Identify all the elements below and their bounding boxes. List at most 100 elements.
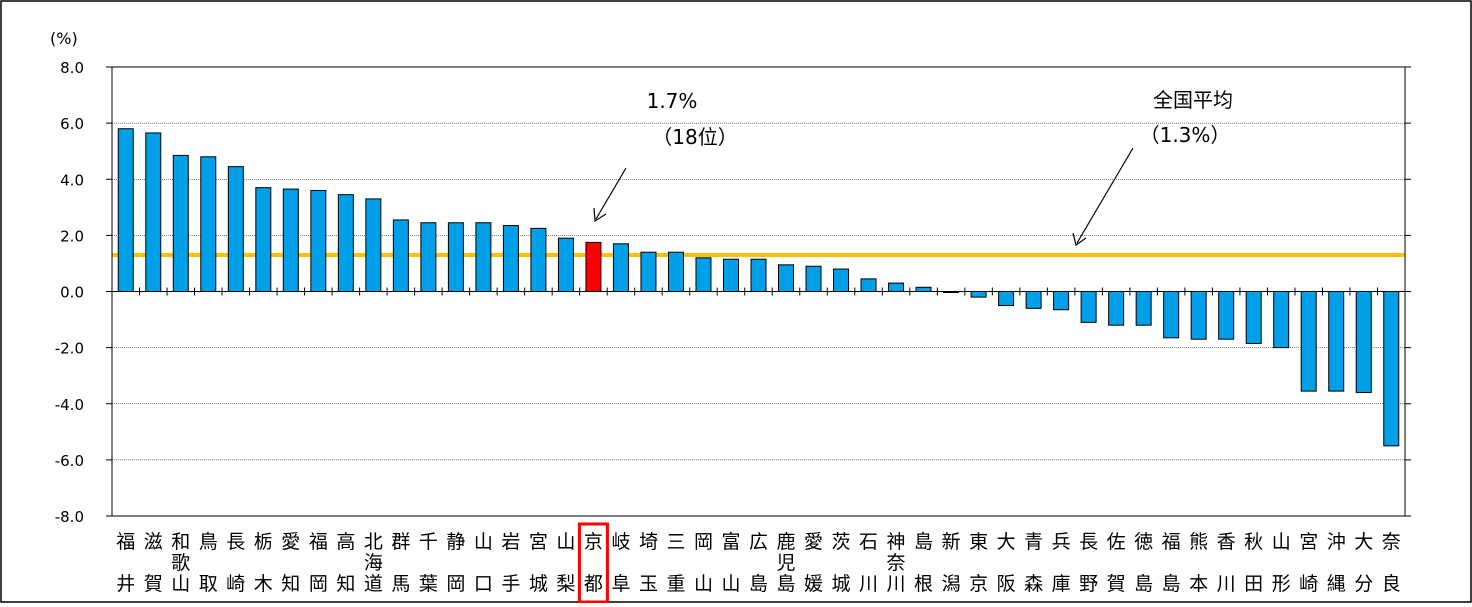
y-tick-label: -6.0: [55, 452, 84, 470]
x-category-label: 山: [474, 531, 493, 553]
x-category-label: 富: [721, 531, 740, 553]
national-average-arrowhead: [1072, 232, 1087, 246]
x-category-label: 分: [1354, 573, 1373, 595]
x-category-label: 群: [391, 531, 410, 553]
x-category-label: 岐: [611, 531, 630, 553]
x-category-label: 海: [364, 552, 383, 574]
bar: [200, 156, 217, 292]
bar: [557, 237, 574, 292]
x-category-label: 道: [364, 573, 383, 595]
y-tick-label: 4.0: [60, 171, 84, 189]
highlight-rank-label: （18位）: [652, 125, 737, 149]
x-category-label: 田: [1244, 573, 1263, 595]
x-category-label: 大: [997, 531, 1016, 553]
x-category-label: 広: [749, 531, 768, 553]
x-category-label: 秋: [1244, 531, 1263, 553]
x-category-label: 川: [1217, 573, 1236, 595]
x-category-label: 城: [529, 573, 548, 595]
x-category-label: 島: [1162, 573, 1181, 595]
y-tick-label: -2.0: [55, 340, 84, 358]
bar: [1328, 291, 1345, 392]
x-category-label: 山: [1272, 531, 1291, 553]
x-category-label: 歌: [171, 552, 190, 574]
bar: [640, 251, 657, 292]
x-category-label: 岡: [309, 573, 328, 595]
bar: [255, 187, 272, 292]
x-category-label: 熊: [1189, 531, 1208, 553]
x-category-label: 東: [969, 531, 988, 553]
y-tick-label: 2.0: [60, 227, 84, 245]
x-category-label: 和: [171, 531, 190, 553]
x-category-label: 大: [1354, 531, 1373, 553]
y-tick-label: -4.0: [55, 396, 84, 414]
bar: [1300, 291, 1317, 392]
bar: [1025, 291, 1042, 309]
x-category-label: 青: [1024, 531, 1043, 553]
x-category-label: 重: [666, 573, 685, 595]
bar: [1355, 291, 1372, 394]
bar: [750, 258, 767, 292]
x-category-label: 良: [1382, 573, 1401, 595]
x-category-label: 沖: [1327, 531, 1346, 553]
x-category-label: 玉: [639, 573, 658, 595]
bar: [612, 243, 629, 292]
x-category-label: 栃: [254, 531, 273, 553]
x-category-label: 潟: [942, 573, 961, 595]
x-category-label: 愛: [804, 531, 823, 553]
bar: [310, 189, 327, 293]
national-average-arrow: [1076, 147, 1134, 244]
bar: [833, 268, 850, 292]
x-category-label: 鳥: [199, 531, 218, 553]
x-category-label: 知: [281, 573, 300, 595]
bar: [970, 291, 987, 298]
x-category-label: 賀: [1107, 573, 1126, 595]
x-category-label: 静: [446, 531, 465, 553]
bar: [475, 222, 492, 292]
highlight-arrow: [595, 167, 627, 220]
x-category-label: 口: [474, 573, 493, 595]
x-category-label: 山: [694, 573, 713, 595]
bar: [392, 219, 409, 292]
x-category-label: 崎: [226, 573, 245, 595]
bar: [1108, 291, 1125, 326]
x-category-label: 北: [364, 531, 383, 553]
x-category-label: 神: [887, 531, 906, 553]
bar: [1218, 291, 1235, 340]
x-category-label: 知: [336, 573, 355, 595]
x-category-label: 茨: [832, 531, 851, 553]
bar: [778, 264, 795, 293]
x-category-label: 梨: [556, 573, 575, 595]
x-category-label: 長: [226, 531, 245, 553]
x-category-label: 京: [969, 573, 988, 595]
bar: [695, 257, 712, 293]
x-category-label: 形: [1272, 573, 1291, 595]
x-category-label: 福: [116, 531, 135, 553]
bar: [420, 222, 437, 292]
x-category-label: 京: [584, 531, 603, 553]
bar: [860, 278, 877, 293]
x-category-label: 川: [859, 573, 878, 595]
x-category-label: 山: [721, 573, 740, 595]
x-category-label: 取: [199, 573, 218, 595]
x-category-label: 城: [832, 573, 851, 595]
bar: [282, 188, 299, 292]
x-category-label: 縄: [1327, 573, 1346, 595]
x-category-label: 香: [1217, 531, 1236, 553]
x-category-label: 崎: [1299, 573, 1318, 595]
x-category-label: 都: [584, 573, 603, 595]
bar: [667, 251, 684, 292]
bar: [502, 225, 519, 293]
x-category-label: 長: [1079, 531, 1098, 553]
x-category-label: 福: [1162, 531, 1181, 553]
bar: [1163, 291, 1180, 339]
bar: [915, 286, 932, 292]
x-category-label: 滋: [144, 531, 163, 553]
annotations: 全国平均 （1.3%） 1.7% （18位）: [577, 88, 1233, 604]
x-category-label: 徳: [1134, 531, 1153, 553]
x-category-label: 山: [171, 573, 190, 595]
bar: [530, 227, 547, 292]
national-average-value-label: （1.3%）: [1140, 123, 1231, 147]
x-category-label: 島: [1134, 573, 1153, 595]
y-tick-label: 8.0: [60, 59, 84, 77]
bar: [1383, 291, 1400, 447]
